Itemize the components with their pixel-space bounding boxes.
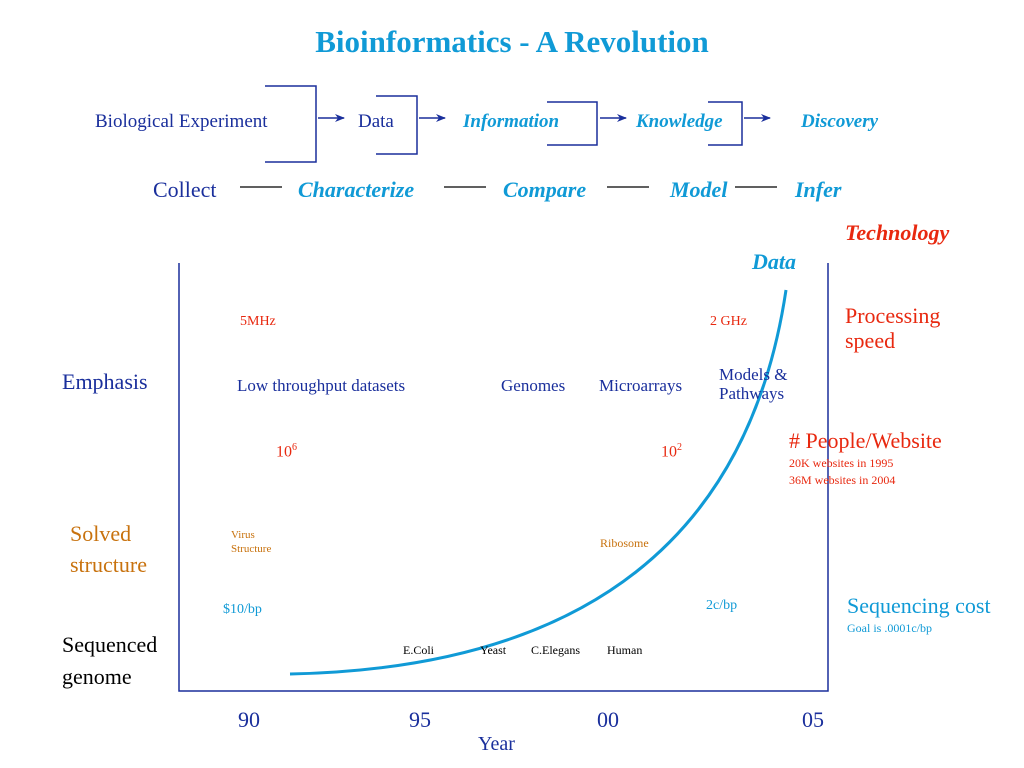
people-start-exp: 6 (292, 442, 297, 453)
people-10-2: 102 (661, 442, 682, 461)
processing-speed-label-2: speed (845, 328, 896, 353)
solved-structure-label-2: structure (70, 552, 147, 577)
axis-tick-90: 90 (238, 707, 260, 732)
genome-yeast: Yeast (480, 643, 507, 657)
axis-tick-95: 95 (409, 707, 431, 732)
process-characterize: Characterize (298, 177, 415, 202)
bracket-experiment (265, 85, 317, 163)
cost-2c-per-bp: 2c/bp (706, 598, 738, 613)
process-infer: Infer (795, 177, 842, 202)
process-compare: Compare (503, 177, 587, 202)
emphasis-microarrays: Microarrays (599, 376, 683, 395)
people-end-exp: 2 (677, 442, 682, 453)
process-model: Model (670, 177, 728, 202)
data-growth-curve (289, 289, 788, 676)
sequencing-cost-label: Sequencing cost (847, 593, 991, 618)
flow-step-discovery: Discovery (801, 111, 879, 132)
flow-brackets (265, 85, 743, 163)
sequenced-genome-label-1: Sequenced (62, 632, 158, 657)
bracket-data (376, 95, 418, 155)
flow-step-information: Information (463, 111, 560, 132)
people-end-base: 10 (661, 443, 677, 461)
axis-frame (178, 263, 829, 692)
sequenced-genome-label-2: genome (62, 664, 132, 689)
process-collect: Collect (153, 177, 217, 202)
axis-tick-05: 05 (802, 707, 824, 732)
genome-celegans: C.Elegans (531, 643, 580, 657)
structure-ribosome: Ribosome (600, 536, 649, 550)
curve-data-label: Data (752, 249, 796, 274)
emphasis-models-1: Models & (719, 365, 788, 384)
bracket-information (547, 101, 598, 146)
emphasis-models-2: Pathways (719, 384, 785, 403)
solved-structure-label-1: Solved (70, 521, 132, 546)
sequencing-goal: Goal is .0001c/bp (847, 621, 932, 635)
processing-speed-label-1: Processing (845, 303, 941, 328)
page-title: Bioinformatics - A Revolution (315, 24, 709, 59)
structure-virus-1: Virus (231, 529, 255, 541)
speed-5mhz: 5MHz (240, 314, 276, 329)
emphasis-low-throughput: Low throughput datasets (237, 376, 406, 395)
plot-axes (178, 263, 829, 692)
flow-step-data: Data (358, 111, 394, 132)
cost-10-per-bp: $10/bp (223, 602, 262, 617)
genome-ecoli: E.Coli (403, 643, 435, 657)
speed-2ghz: 2 GHz (710, 314, 747, 329)
emphasis-label: Emphasis (62, 369, 148, 394)
structure-virus-2: Structure (231, 543, 272, 555)
people-website-label: # People/Website (789, 428, 942, 453)
websites-2004: 36M websites in 2004 (789, 473, 896, 487)
technology-label: Technology (845, 220, 950, 245)
bracket-knowledge (708, 101, 743, 146)
flow-step-experiment: Biological Experiment (95, 111, 268, 132)
flow-step-knowledge: Knowledge (636, 111, 723, 132)
axis-year-label: Year (478, 733, 515, 755)
axis-tick-00: 00 (597, 707, 619, 732)
emphasis-genomes: Genomes (501, 376, 566, 395)
genome-human: Human (607, 643, 643, 657)
people-10-6: 106 (276, 442, 297, 461)
people-start-base: 10 (276, 443, 292, 461)
websites-1995: 20K websites in 1995 (789, 456, 894, 470)
